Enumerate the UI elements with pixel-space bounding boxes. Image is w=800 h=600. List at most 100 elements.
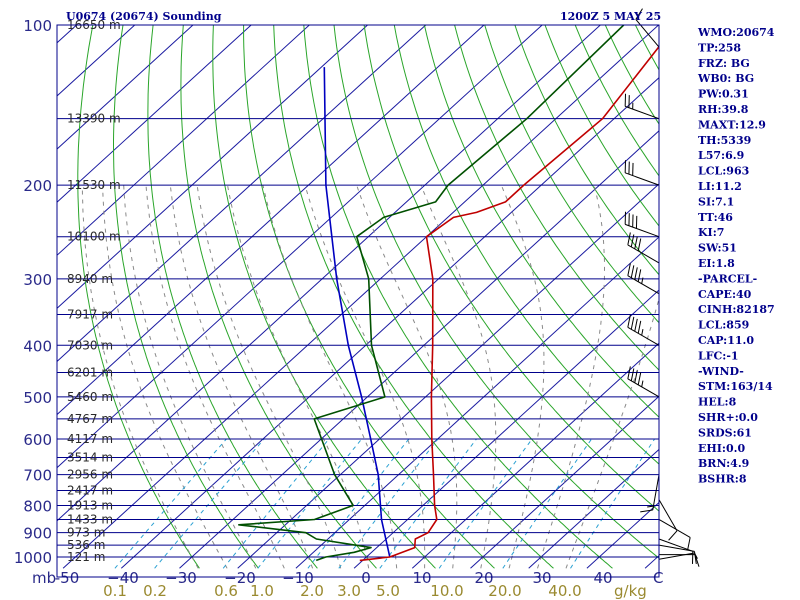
index-value: SHR+:0.0 — [698, 411, 758, 424]
mixing-ratio-line — [154, 438, 265, 569]
mixing-ratio-unit-label: g/kg — [614, 582, 647, 600]
pressure-tick-label: 700 — [23, 467, 52, 485]
isotherm-line — [57, 25, 369, 310]
wind-barb — [624, 160, 660, 186]
plot-frame — [56, 24, 660, 578]
dry-adiabat-line — [113, 25, 259, 569]
isotherm-line — [57, 25, 485, 416]
height-label: 2956 m — [67, 468, 113, 482]
sounding-profiles — [238, 25, 659, 562]
parcel-trace-line — [323, 67, 391, 558]
wind-barb — [658, 519, 691, 550]
dry-adiabat-line — [77, 25, 200, 569]
index-value: TT:46 — [698, 211, 733, 224]
wind-barb — [627, 232, 660, 264]
height-label: 1913 m — [67, 498, 113, 512]
wind-barb — [624, 93, 660, 120]
dry-adiabat-line — [393, 25, 659, 465]
height-label: 7917 m — [67, 307, 113, 321]
height-label: 6201 m — [67, 366, 113, 380]
height-label: 1433 m — [67, 512, 113, 526]
mixing-ratio-line — [307, 438, 410, 569]
mixing-ratio-tick-label: 0.1 — [103, 582, 127, 600]
dry-adiabat-line — [212, 25, 436, 569]
index-value: FRZ: BG — [698, 57, 750, 70]
index-value: RH:39.8 — [698, 103, 749, 116]
pressure-tick-label: 1000 — [14, 549, 52, 567]
mixing-ratio-tick-label: 1.0 — [250, 582, 274, 600]
index-value: STM:163/14 — [698, 380, 773, 393]
pressure-tick-label: 200 — [23, 177, 52, 195]
isotherm-line — [120, 77, 659, 569]
height-label: 536 m — [67, 538, 105, 552]
moist-adiabat-line — [420, 184, 497, 569]
wind-barb — [658, 499, 678, 541]
index-value: PW:0.31 — [698, 88, 749, 101]
index-value: -PARCEL- — [698, 272, 757, 285]
index-value: -WIND- — [698, 365, 744, 378]
height-label: 8940 m — [67, 272, 113, 286]
height-label: 11530 m — [67, 178, 121, 192]
wind-barb — [658, 544, 697, 564]
height-label: 121 m — [67, 550, 105, 564]
isotherm-line — [62, 25, 659, 569]
index-value: EHI:0.0 — [698, 442, 745, 455]
isotherm-line — [57, 25, 311, 256]
chart-time: 1200Z 5 MAY 25 — [560, 10, 661, 23]
height-label: 4767 m — [67, 412, 113, 426]
index-value: TP:258 — [698, 41, 741, 54]
mixing-ratio-line — [338, 438, 439, 569]
pressure-tick-label: 300 — [23, 271, 52, 289]
isotherm-line — [57, 25, 543, 469]
dry-adiabat-line — [423, 25, 659, 418]
moist-adiabat-line — [169, 185, 314, 569]
mixing-ratio-tick-label: 5.0 — [376, 582, 400, 600]
temperature-tick-label: 40 — [593, 569, 612, 587]
dry-adiabat-line — [514, 25, 659, 276]
height-label: 5460 m — [67, 390, 113, 404]
index-value: KI:7 — [698, 226, 724, 239]
height-label: 10100 m — [67, 230, 121, 244]
height-label: 4117 m — [67, 432, 113, 446]
temperature-tick-label: −40 — [107, 569, 139, 587]
index-value: LCL:963 — [698, 165, 749, 178]
index-value: TH:5339 — [698, 134, 751, 147]
pressure-tick-label: 900 — [23, 525, 52, 543]
mixing-ratio-line — [114, 438, 227, 569]
index-value: SI:7.1 — [698, 195, 734, 208]
height-label: 2417 m — [67, 484, 113, 498]
moist-adiabat-line — [196, 185, 342, 569]
isotherm-line — [57, 25, 194, 150]
temperature-tick-label: −20 — [224, 569, 256, 587]
chart-title: U0674 (20674) Sounding — [66, 10, 222, 23]
dry-adiabat-line — [454, 25, 659, 371]
height-label: 7030 m — [67, 338, 113, 352]
index-value: CAP:11.0 — [698, 334, 754, 347]
index-value: L57:6.9 — [698, 149, 744, 162]
wind-barb — [627, 366, 660, 398]
index-value: WMO:20674 — [697, 26, 775, 39]
dry-adiabat-line — [180, 25, 377, 569]
temperature-tick-label: 0 — [361, 569, 371, 587]
dewpoint-line — [238, 25, 625, 562]
index-value: CINH:82187 — [698, 303, 775, 316]
height-label: 13390 m — [67, 112, 121, 126]
temperature-tick-label: 30 — [532, 569, 551, 587]
index-value: CAPE:40 — [698, 288, 752, 301]
isotherm-line — [57, 25, 427, 363]
pressure-tick-label: 500 — [23, 389, 52, 407]
mixing-ratio-tick-label: 10.0 — [430, 582, 463, 600]
stability-indices: WMO:20674 TP:258 FRZ: BG WB0: BG PW:0.31 RH:3… — [697, 26, 775, 486]
pressure-tick-label: 800 — [23, 497, 52, 515]
wind-barb — [627, 314, 660, 346]
mixing-ratio-tick-label: 2.0 — [300, 582, 324, 600]
wind-barb — [635, 8, 660, 48]
index-value: BRN:4.9 — [698, 457, 749, 470]
index-value: SRDS:61 — [698, 426, 752, 439]
isotherm-line — [57, 25, 252, 203]
height-label: 3514 m — [67, 450, 113, 464]
temperature-tick-label: −30 — [165, 569, 197, 587]
moist-adiabat-line — [123, 185, 257, 569]
index-value: WB0: BG — [697, 72, 754, 85]
